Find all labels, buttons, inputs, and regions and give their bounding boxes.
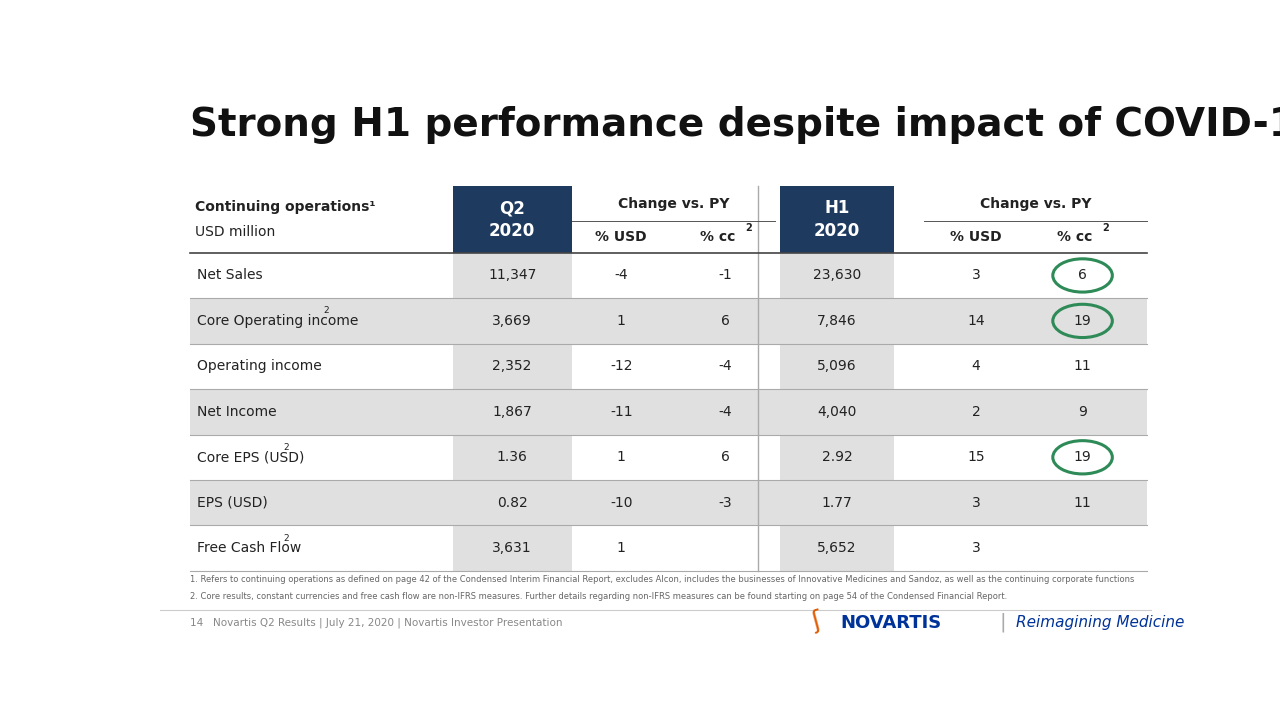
Text: |: | [1000, 613, 1006, 632]
FancyBboxPatch shape [189, 480, 1147, 526]
Text: Core Operating income: Core Operating income [197, 314, 358, 328]
Text: Net Income: Net Income [197, 405, 276, 419]
FancyBboxPatch shape [453, 526, 572, 571]
Text: 1,867: 1,867 [493, 405, 532, 419]
Text: 11: 11 [1074, 359, 1092, 374]
FancyBboxPatch shape [453, 343, 572, 389]
Text: 3: 3 [972, 269, 980, 282]
Text: 5,652: 5,652 [818, 541, 856, 555]
Text: -1: -1 [718, 269, 732, 282]
Text: 2: 2 [972, 405, 980, 419]
FancyBboxPatch shape [780, 435, 895, 480]
Text: 1: 1 [617, 450, 626, 464]
Text: -10: -10 [611, 496, 632, 510]
Text: 6: 6 [1078, 269, 1087, 282]
Text: % USD: % USD [950, 230, 1002, 244]
Text: H1
2020: H1 2020 [814, 199, 860, 240]
Text: % cc: % cc [700, 230, 735, 244]
FancyBboxPatch shape [189, 526, 1147, 571]
FancyBboxPatch shape [780, 526, 895, 571]
Text: Strong H1 performance despite impact of COVID-19: Strong H1 performance despite impact of … [189, 106, 1280, 144]
FancyBboxPatch shape [780, 343, 895, 389]
Text: 5,096: 5,096 [817, 359, 856, 374]
Text: Core EPS (USD): Core EPS (USD) [197, 450, 305, 464]
FancyBboxPatch shape [189, 343, 1147, 389]
Text: 2.92: 2.92 [822, 450, 852, 464]
FancyBboxPatch shape [189, 298, 1147, 343]
Text: Net Sales: Net Sales [197, 269, 262, 282]
Text: -4: -4 [718, 405, 732, 419]
Text: 2: 2 [324, 307, 329, 315]
Text: 7,846: 7,846 [817, 314, 856, 328]
Text: 3,669: 3,669 [493, 314, 532, 328]
Text: 3: 3 [972, 541, 980, 555]
Text: ʃ: ʃ [809, 608, 824, 634]
Text: 11,347: 11,347 [488, 269, 536, 282]
Text: % cc: % cc [1057, 230, 1092, 244]
Text: -4: -4 [614, 269, 628, 282]
FancyBboxPatch shape [189, 389, 1147, 435]
Text: Change vs. PY: Change vs. PY [618, 197, 730, 211]
FancyBboxPatch shape [189, 253, 1147, 298]
Text: USD million: USD million [195, 225, 275, 238]
Text: 1.36: 1.36 [497, 450, 527, 464]
Text: -4: -4 [718, 359, 732, 374]
Text: 11: 11 [1074, 496, 1092, 510]
Text: 14   Novartis Q2 Results | July 21, 2020 | Novartis Investor Presentation: 14 Novartis Q2 Results | July 21, 2020 |… [189, 617, 562, 628]
Text: Free Cash Flow: Free Cash Flow [197, 541, 301, 555]
Text: Q2
2020: Q2 2020 [489, 199, 535, 240]
Text: 6: 6 [721, 314, 730, 328]
FancyBboxPatch shape [189, 186, 1147, 253]
Text: 3,631: 3,631 [493, 541, 532, 555]
Text: 2. Core results, constant currencies and free cash flow are non-IFRS measures. F: 2. Core results, constant currencies and… [189, 592, 1007, 601]
Text: Operating income: Operating income [197, 359, 321, 374]
Text: 19: 19 [1074, 450, 1092, 464]
Text: 9: 9 [1078, 405, 1087, 419]
Text: 1: 1 [617, 541, 626, 555]
Text: 2: 2 [283, 443, 289, 452]
Text: 0.82: 0.82 [497, 496, 527, 510]
Text: 2: 2 [1102, 223, 1108, 233]
Text: -12: -12 [611, 359, 632, 374]
Text: 1.77: 1.77 [822, 496, 852, 510]
FancyBboxPatch shape [453, 435, 572, 480]
Text: EPS (USD): EPS (USD) [197, 496, 268, 510]
Text: 2: 2 [745, 223, 751, 233]
Text: 23,630: 23,630 [813, 269, 861, 282]
Text: 15: 15 [968, 450, 984, 464]
Text: % USD: % USD [595, 230, 648, 244]
Text: NOVARTIS: NOVARTIS [841, 613, 942, 631]
FancyBboxPatch shape [453, 253, 572, 298]
Text: 4: 4 [972, 359, 980, 374]
Text: 1: 1 [617, 314, 626, 328]
Text: 3: 3 [972, 496, 980, 510]
Text: 6: 6 [721, 450, 730, 464]
FancyBboxPatch shape [189, 435, 1147, 480]
Text: 2,352: 2,352 [493, 359, 532, 374]
Text: 2: 2 [283, 534, 289, 543]
FancyBboxPatch shape [780, 186, 895, 253]
Text: Continuing operations¹: Continuing operations¹ [195, 200, 375, 215]
Text: 1. Refers to continuing operations as defined on page 42 of the Condensed Interi: 1. Refers to continuing operations as de… [189, 575, 1134, 585]
Text: -11: -11 [611, 405, 632, 419]
Text: Change vs. PY: Change vs. PY [979, 197, 1091, 211]
FancyBboxPatch shape [780, 253, 895, 298]
Text: -3: -3 [718, 496, 732, 510]
FancyBboxPatch shape [453, 186, 572, 253]
Text: Reimagining Medicine: Reimagining Medicine [1016, 615, 1184, 630]
Text: 4,040: 4,040 [818, 405, 856, 419]
Text: 14: 14 [968, 314, 984, 328]
Text: 19: 19 [1074, 314, 1092, 328]
